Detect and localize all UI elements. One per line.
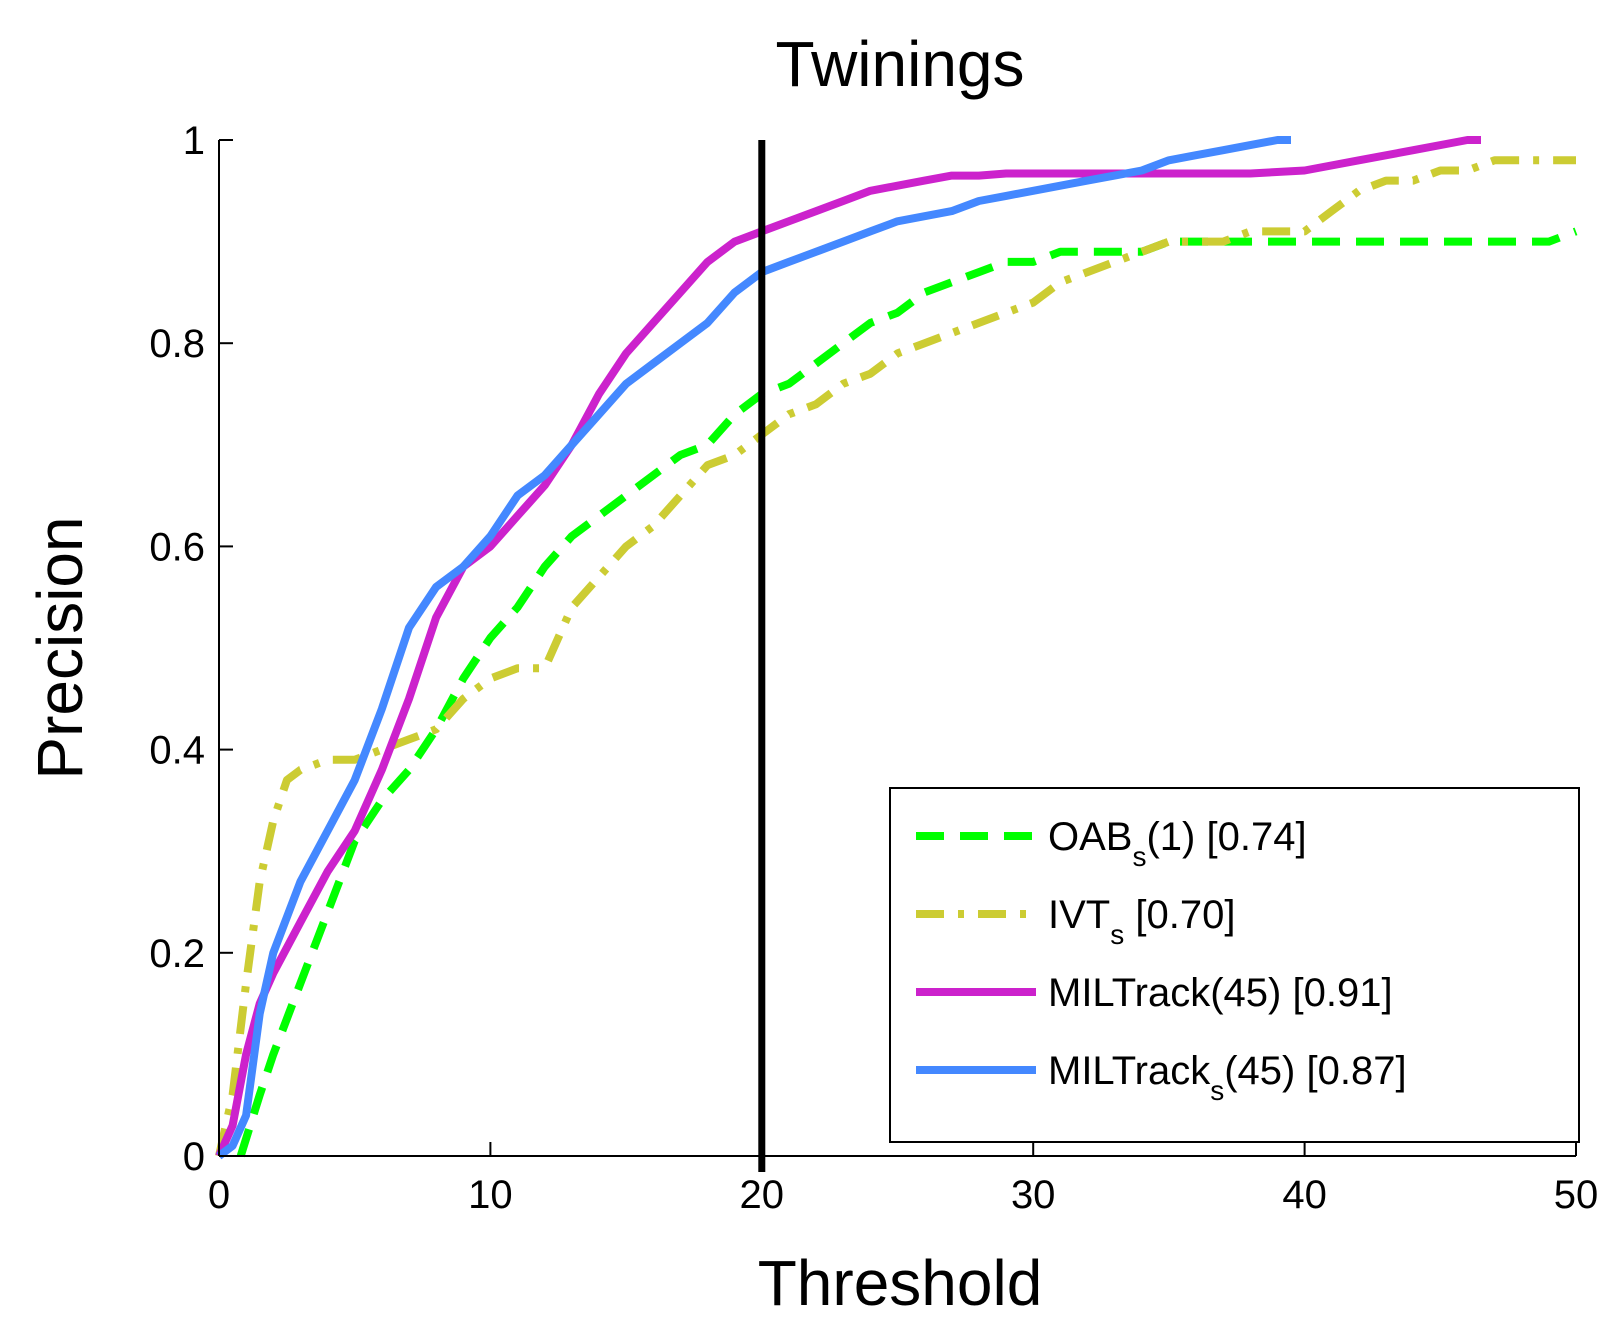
series-line-4: [216, 136, 1291, 1160]
y-tick-label: 0.8: [149, 322, 205, 366]
series-line-3: [215, 136, 1481, 1158]
x-tick-label: 0: [208, 1173, 230, 1217]
legend-label-3: MILTrack(45) [0.91]: [1048, 971, 1393, 1015]
legend-label-1: OABs(1) [0.74]: [1048, 815, 1307, 872]
y-tick-label: 0.4: [149, 729, 205, 773]
y-tick-label: 1: [183, 119, 205, 163]
y-tick-label: 0.2: [149, 932, 205, 976]
plot-area: [215, 136, 1578, 1160]
legend-box: [889, 787, 1580, 1143]
chart-title: Twinings: [776, 28, 1025, 100]
series-line-2: [215, 156, 1576, 1157]
axes: 0 10 20 30 40 50 0 0.2 0.4 0.6 0.8 1: [149, 119, 1598, 1217]
x-tick-label: 10: [468, 1173, 513, 1217]
legend: OABs(1) [0.74] IVTs [0.70] MILTrack(45) [0…: [889, 787, 1580, 1143]
series-line-1: [236, 227, 1578, 1158]
x-tick-label: 40: [1282, 1173, 1327, 1217]
x-tick-label: 50: [1554, 1173, 1599, 1217]
x-tick-label: 20: [740, 1173, 785, 1217]
y-tick-label: 0.6: [149, 525, 205, 569]
legend-label-4: MILTracks(45) [0.87]: [1048, 1049, 1407, 1106]
legend-label-2: IVTs [0.70]: [1048, 893, 1235, 950]
x-axis-label: Threshold: [758, 1247, 1043, 1319]
y-tick-label: 0: [183, 1135, 205, 1179]
y-axis-label: Precision: [24, 516, 96, 779]
x-tick-label: 30: [1011, 1173, 1056, 1217]
